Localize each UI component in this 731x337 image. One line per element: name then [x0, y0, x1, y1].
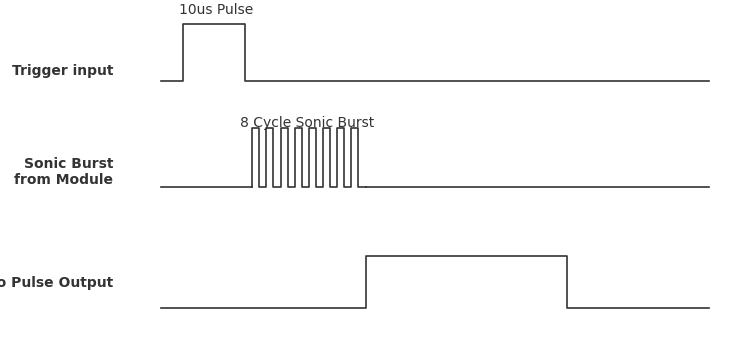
- Text: Trigger input: Trigger input: [12, 64, 113, 78]
- Text: Echo Pulse Output: Echo Pulse Output: [0, 276, 113, 290]
- Text: 8 Cycle Sonic Burst: 8 Cycle Sonic Burst: [240, 116, 374, 130]
- Text: Sonic Burst
from Module: Sonic Burst from Module: [15, 157, 113, 187]
- Text: 10us Pulse: 10us Pulse: [178, 3, 253, 18]
